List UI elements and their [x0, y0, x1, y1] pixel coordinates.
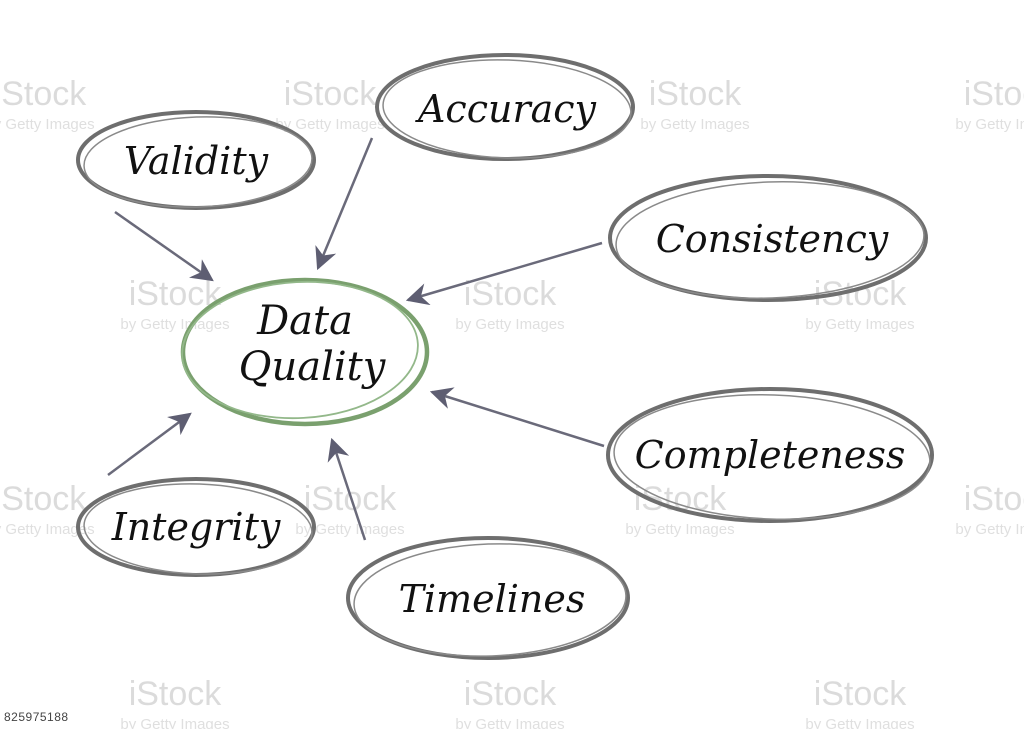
- node-consistency: Consistency: [610, 176, 926, 303]
- arrow-integrity: [108, 414, 190, 475]
- node-validity: Validity: [78, 112, 314, 211]
- center-label-line-2: Quality: [239, 344, 387, 390]
- arrow-accuracy: [318, 138, 372, 268]
- node-timelines: Timelines: [348, 538, 628, 661]
- watermark-byline: by Getty Images: [805, 716, 914, 729]
- watermark-brand: iStock: [284, 75, 378, 113]
- watermark-byline: by Getty Images: [120, 316, 229, 333]
- node-label-accuracy: Accuracy: [415, 87, 597, 131]
- watermark-byline: by Getty Images: [640, 116, 749, 133]
- watermark-brand: iStock: [964, 480, 1024, 518]
- watermark-byline: by Getty Images: [955, 521, 1024, 538]
- watermark-brand: iStock: [814, 675, 908, 713]
- node-label-timelines: Timelines: [399, 577, 586, 621]
- watermark-brand: iStock: [649, 75, 743, 113]
- watermark-brand: iStock: [464, 675, 558, 713]
- watermark-brand: iStock: [964, 75, 1024, 113]
- watermark-byline: by Getty Images: [625, 521, 734, 538]
- arrow-completeness: [432, 392, 604, 446]
- watermark-byline: by Getty Images: [0, 116, 95, 133]
- arrow-validity: [115, 212, 212, 280]
- node-label-validity: Validity: [124, 139, 269, 183]
- center-label-line-1: Data: [256, 298, 353, 344]
- node-label-consistency: Consistency: [656, 217, 889, 261]
- watermark-byline: by Getty Images: [455, 716, 564, 729]
- watermark-byline: by Getty Images: [955, 116, 1024, 133]
- watermark-brand: iStock: [129, 675, 223, 713]
- node-completeness: Completeness: [608, 389, 932, 524]
- node-integrity: Integrity: [78, 479, 314, 578]
- watermark-byline: by Getty Images: [120, 716, 229, 729]
- watermark-byline: by Getty Images: [455, 316, 564, 333]
- watermark-brand: iStock: [0, 480, 87, 518]
- stock-image-id: 825975188: [0, 708, 73, 726]
- node-label-integrity: Integrity: [111, 505, 281, 549]
- watermark-byline: by Getty Images: [805, 316, 914, 333]
- node-accuracy: Accuracy: [377, 55, 633, 162]
- node-label-completeness: Completeness: [635, 433, 906, 477]
- watermark-brand: iStock: [0, 75, 87, 113]
